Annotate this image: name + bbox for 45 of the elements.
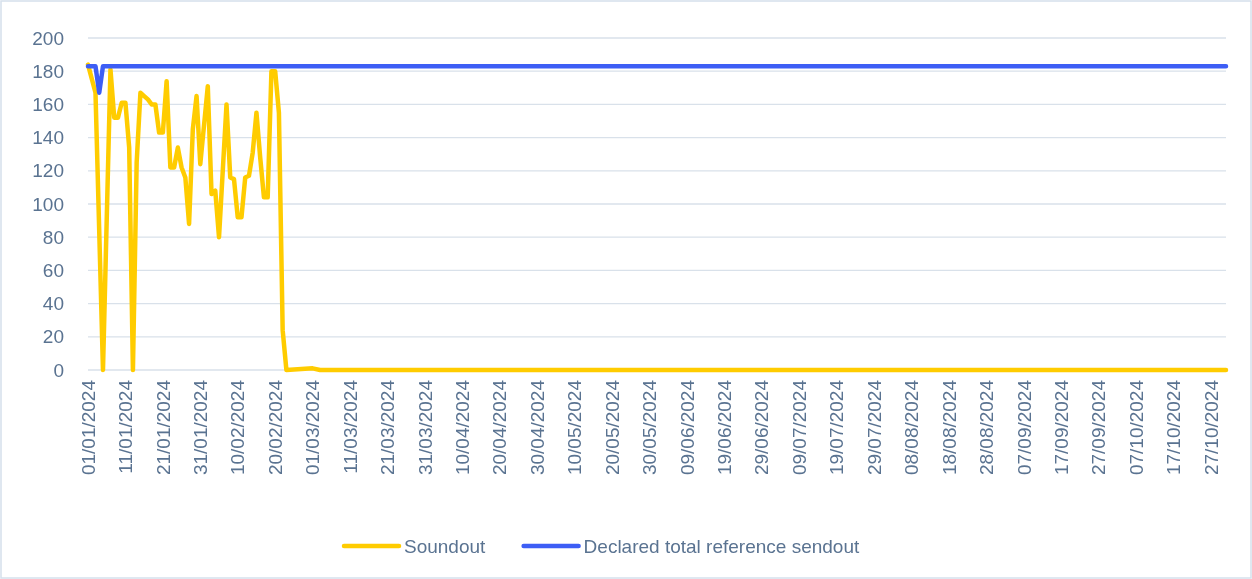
y-tick-label: 20 [42, 326, 64, 348]
x-tick-label: 20/02/2024 [264, 379, 286, 476]
x-tick-label: 30/05/2024 [639, 379, 661, 476]
x-tick-label: 21/03/2024 [377, 379, 399, 476]
x-tick-label: 29/07/2024 [863, 379, 885, 476]
x-tick-label: 09/06/2024 [676, 379, 698, 476]
x-tick-label: 17/09/2024 [1050, 379, 1072, 476]
x-tick-label: 31/01/2024 [189, 379, 211, 476]
x-tick-label: 11/03/2024 [339, 379, 361, 474]
y-tick-label: 180 [32, 60, 64, 82]
y-tick-label: 80 [42, 226, 64, 248]
x-tick-label: 20/05/2024 [601, 379, 623, 476]
x-tick-label: 20/04/2024 [489, 379, 511, 476]
legend-label: Soundout [404, 535, 487, 557]
x-tick-label: 07/10/2024 [1125, 379, 1147, 476]
x-tick-label: 19/07/2024 [826, 379, 848, 476]
legend-label: Declared total reference sendout [583, 535, 860, 557]
x-tick-label: 31/03/2024 [414, 379, 436, 476]
line-series [85, 62, 1229, 373]
y-tick-label: 60 [42, 260, 64, 282]
x-tick-label: 17/10/2024 [1163, 379, 1185, 476]
x-tick-label: 11/01/2024 [115, 379, 137, 474]
x-tick-label: 10/04/2024 [451, 379, 473, 476]
y-tick-label: 200 [32, 27, 64, 49]
x-tick-label: 27/09/2024 [1088, 379, 1110, 476]
x-tick-label: 10/05/2024 [564, 379, 586, 476]
x-tick-label: 07/09/2024 [1013, 379, 1035, 476]
y-tick-label: 160 [32, 94, 64, 116]
x-tick-label: 19/06/2024 [714, 379, 736, 476]
y-tick-label: 0 [53, 359, 64, 381]
x-tick-label: 08/08/2024 [901, 379, 923, 476]
x-tick-label: 10/02/2024 [227, 379, 249, 476]
x-tick-label: 01/03/2024 [302, 379, 324, 476]
y-tick-label: 120 [32, 160, 64, 182]
x-tick-label: 21/01/2024 [152, 379, 174, 476]
x-tick-label: 01/01/2024 [77, 379, 99, 476]
y-tick-label: 40 [42, 293, 64, 315]
x-tick-label: 29/06/2024 [751, 379, 773, 476]
y-tick-label: 140 [32, 127, 64, 149]
x-tick-label: 30/04/2024 [526, 379, 548, 476]
x-tick-label: 18/08/2024 [938, 379, 960, 476]
y-tick-label: 100 [32, 193, 64, 215]
x-tick-label: 09/07/2024 [788, 379, 810, 476]
x-tick-label: 28/08/2024 [976, 379, 998, 476]
x-tick-label: 27/10/2024 [1200, 379, 1222, 476]
